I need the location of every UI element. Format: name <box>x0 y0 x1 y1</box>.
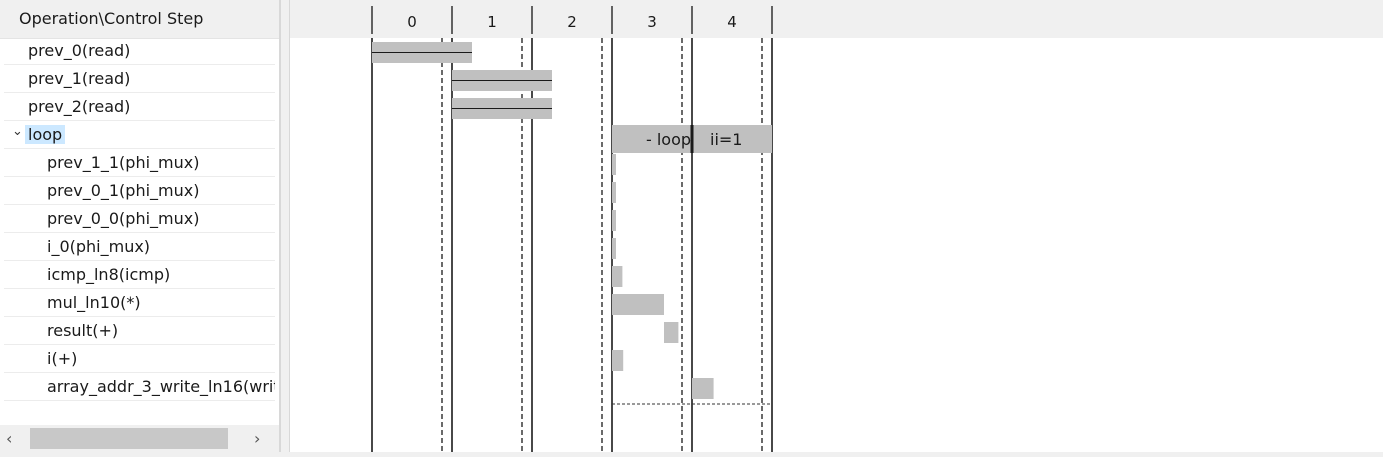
tree-row-label: i(+) <box>47 349 78 368</box>
panel-splitter[interactable] <box>280 0 290 457</box>
tree-row-label: result(+) <box>47 321 119 340</box>
tree-row[interactable]: prev_1(read) <box>4 65 275 93</box>
bottom-border <box>0 452 1383 457</box>
tree-row-label: prev_2(read) <box>28 97 131 116</box>
tree-row[interactable]: icmp_ln8(icmp) <box>4 261 275 289</box>
tree-row[interactable]: prev_0_0(phi_mux) <box>4 205 275 233</box>
tree-row[interactable]: result(+) <box>4 317 275 345</box>
tree-row[interactable]: prev_2(read) <box>4 93 275 121</box>
control-step-label: 2 <box>567 13 577 31</box>
tree-row-label: prev_1(read) <box>28 69 131 88</box>
tree-row-label: icmp_ln8(icmp) <box>47 265 171 284</box>
operation-bar <box>612 238 616 259</box>
loop-bar-label: - loop <box>646 130 691 149</box>
tree-row-label: loop <box>25 125 66 144</box>
tree-row[interactable]: array_addr_3_write_ln16(write <box>4 373 275 401</box>
control-step-header <box>290 0 1383 38</box>
operation-bar <box>612 154 616 175</box>
operation-bar <box>612 266 623 287</box>
loop-ii-label: ii=1 <box>710 130 742 149</box>
operation-bar <box>664 322 679 343</box>
tree-row-label: array_addr_3_write_ln16(write <box>47 377 275 396</box>
control-step-label: 1 <box>487 13 497 31</box>
tree-row[interactable]: prev_0(read) <box>4 37 275 65</box>
scrollbar-thumb[interactable] <box>30 428 228 449</box>
tree-row[interactable]: prev_0_1(phi_mux) <box>4 177 275 205</box>
control-step-label: 4 <box>727 13 737 31</box>
tree-row[interactable]: prev_1_1(phi_mux) <box>4 149 275 177</box>
operation-bar <box>612 210 616 231</box>
tree-row-label: i_0(phi_mux) <box>47 237 151 256</box>
tree-row[interactable]: i(+) <box>4 345 275 373</box>
tree-row[interactable]: mul_ln10(*) <box>4 289 275 317</box>
operation-bar <box>612 350 624 371</box>
tree-row-label: prev_0_0(phi_mux) <box>47 209 200 228</box>
tree-row[interactable]: i_0(phi_mux) <box>4 233 275 261</box>
schedule-chart-panel: 0 1 2 3 4 - loop ii=1 <box>290 0 1383 457</box>
tree-header[interactable]: Operation\Control Step <box>0 0 279 39</box>
operation-bar <box>612 182 616 203</box>
tree-row-label: prev_0(read) <box>28 41 131 60</box>
operation-bar <box>612 294 664 315</box>
operation-bar <box>692 378 714 399</box>
control-step-label: 3 <box>647 13 657 31</box>
chevron-down-icon[interactable]: ⌄ <box>12 124 23 139</box>
operation-tree-panel: Operation\Control Step prev_0(read) prev_… <box>0 0 280 457</box>
tree-row-label: prev_1_1(phi_mux) <box>47 153 200 172</box>
tree-row-label: mul_ln10(*) <box>47 293 141 312</box>
schedule-chart: 0 1 2 3 4 - loop ii=1 <box>371 6 773 452</box>
chevron-left-icon[interactable]: ‹ <box>6 429 13 448</box>
horizontal-scrollbar[interactable]: ‹ › <box>0 425 279 453</box>
tree-group-row[interactable]: ⌄ loop <box>4 121 275 149</box>
operation-tree: prev_0(read) prev_1(read) prev_2(read) ⌄ loo… <box>4 37 275 401</box>
tree-header-title: Operation\Control Step <box>19 9 204 28</box>
tree-row-label: prev_0_1(phi_mux) <box>47 181 200 200</box>
control-step-label: 0 <box>407 13 417 31</box>
chevron-right-icon[interactable]: › <box>254 429 261 448</box>
